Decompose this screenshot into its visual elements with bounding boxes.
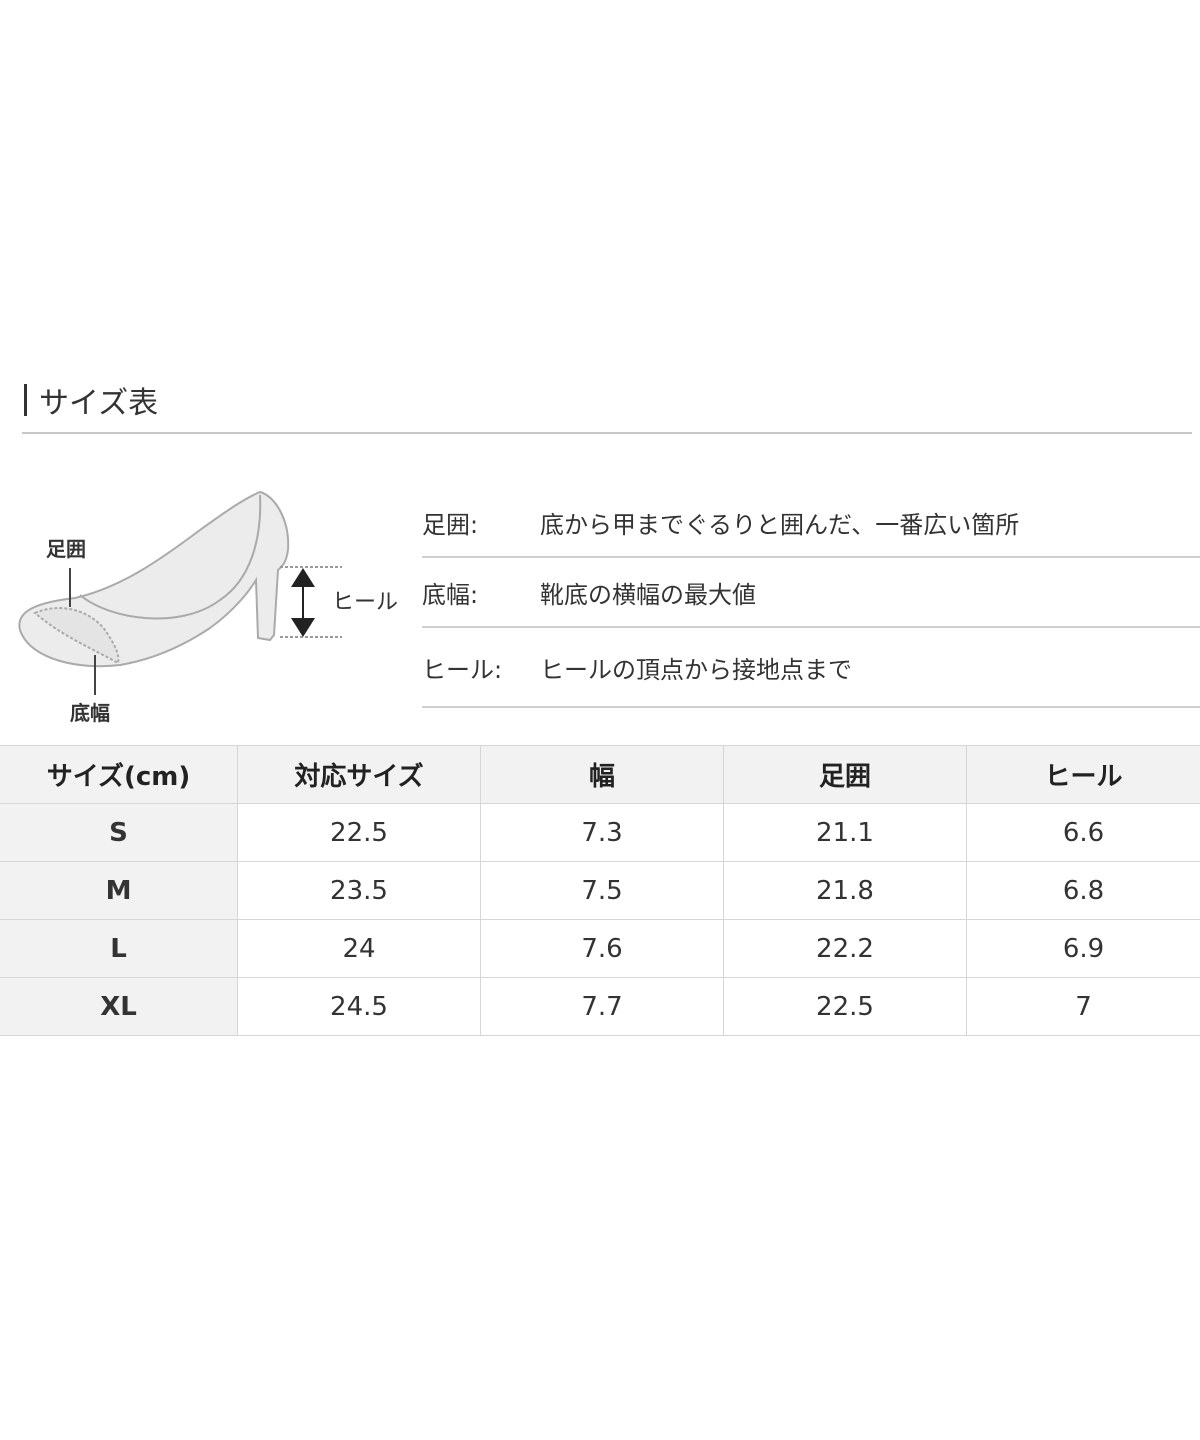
value-cell: 7.6 <box>480 919 724 978</box>
value-cell: 6.6 <box>966 803 1200 862</box>
value-cell: 22.5 <box>723 977 967 1036</box>
label-heel: ヒール <box>332 590 398 615</box>
table-row: XL 24.5 7.7 22.5 7 <box>0 977 1200 1036</box>
label-sole-width: 底幅 <box>70 701 110 725</box>
column-header: サイズ(cm) <box>0 745 238 804</box>
table-row: L 24 7.6 22.2 6.9 <box>0 919 1200 978</box>
value-cell: 7.3 <box>480 803 724 862</box>
pump-shoe-diagram: 足囲 底幅 ヒール <box>18 490 398 725</box>
value-cell: 21.1 <box>723 803 967 862</box>
definition-desc: ヒールの頂点から接地点まで <box>540 655 852 684</box>
value-cell: 6.9 <box>966 919 1200 978</box>
size-cell: M <box>0 861 238 920</box>
definition-term: ヒール: <box>422 655 503 684</box>
definitions-list: 足囲: 底から甲までぐるりと囲んだ、一番広い箇所 底幅: 靴底の横幅の最大値 ヒ… <box>422 488 1200 708</box>
value-cell: 24 <box>237 919 481 978</box>
toe-cap <box>33 607 120 665</box>
table-header-row: サイズ(cm) 対応サイズ 幅 足囲 ヒール <box>0 745 1200 804</box>
column-header: 足囲 <box>723 745 967 804</box>
column-header: ヒール <box>966 745 1200 804</box>
definition-row: ヒール: ヒールの頂点から接地点まで <box>422 628 1200 708</box>
value-cell: 23.5 <box>237 861 481 920</box>
definition-row: 足囲: 底から甲までぐるりと囲んだ、一番広い箇所 <box>422 488 1200 558</box>
column-header: 幅 <box>480 745 724 804</box>
value-cell: 6.8 <box>966 861 1200 920</box>
table-row: S 22.5 7.3 21.1 6.6 <box>0 803 1200 862</box>
value-cell: 7 <box>966 977 1200 1036</box>
definition-row: 底幅: 靴底の横幅の最大値 <box>422 558 1200 628</box>
label-circumference: 足囲 <box>46 537 86 561</box>
definition-term: 底幅: <box>422 580 479 609</box>
value-cell: 7.5 <box>480 861 724 920</box>
shoe-topline <box>79 494 262 620</box>
value-cell: 22.5 <box>237 803 481 862</box>
value-cell: 21.8 <box>723 861 967 920</box>
size-cell: S <box>0 803 238 862</box>
definition-term: 足囲: <box>422 510 479 539</box>
table-row: M 23.5 7.5 21.8 6.8 <box>0 861 1200 920</box>
definition-desc: 靴底の横幅の最大値 <box>540 580 756 609</box>
value-cell: 7.7 <box>480 977 724 1036</box>
title-accent-bar <box>24 384 27 416</box>
value-cell: 22.2 <box>723 919 967 978</box>
heel-arrow-icon <box>291 568 315 637</box>
column-header: 対応サイズ <box>237 745 481 804</box>
size-cell: XL <box>0 977 238 1036</box>
size-cell: L <box>0 919 238 978</box>
shoe-body <box>18 490 290 668</box>
value-cell: 24.5 <box>237 977 481 1036</box>
title-text: サイズ表 <box>39 386 159 421</box>
definition-desc: 底から甲までぐるりと囲んだ、一番広い箇所 <box>540 510 1020 539</box>
section-title: サイズ表 <box>24 380 159 421</box>
size-table: サイズ(cm) 対応サイズ 幅 足囲 ヒール S 22.5 7.3 21.1 6.6 M 2… <box>0 745 1200 1036</box>
title-divider <box>22 432 1192 434</box>
